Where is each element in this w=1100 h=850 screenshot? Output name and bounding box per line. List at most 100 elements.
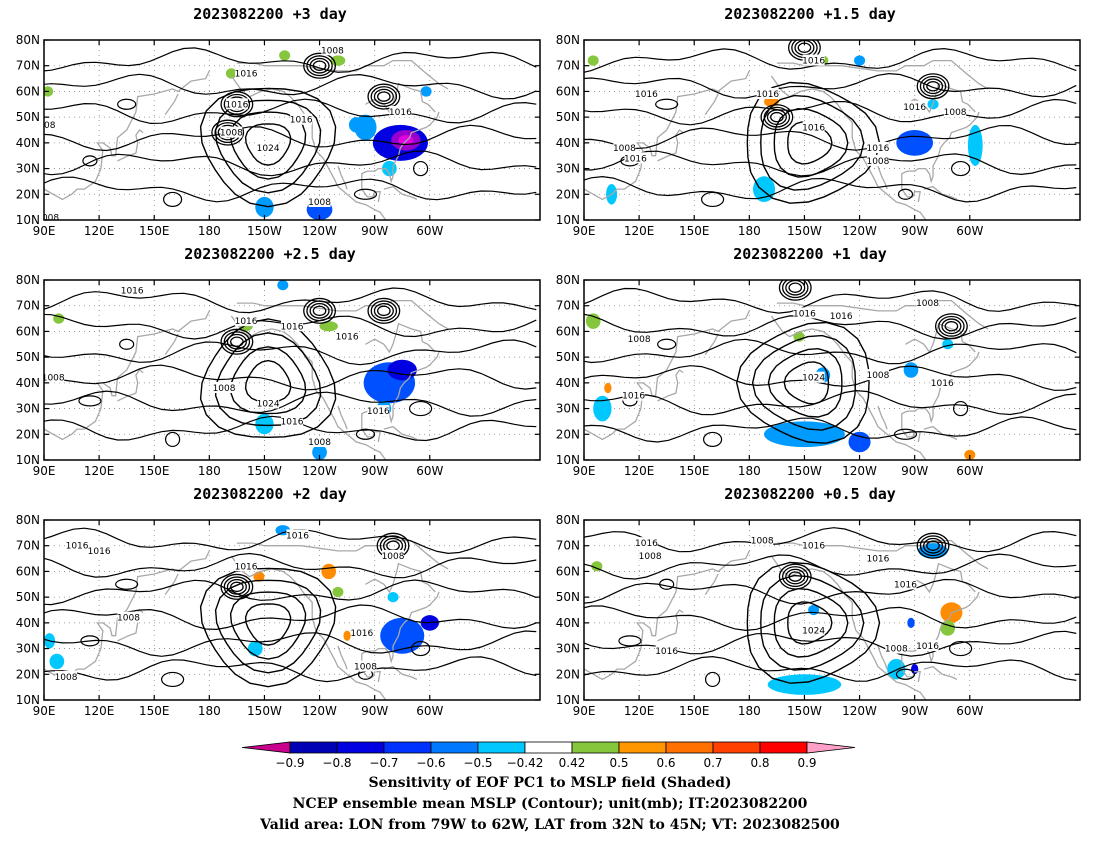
coastline (117, 369, 144, 402)
coastline (361, 111, 440, 184)
sensitivity-shade (343, 630, 351, 641)
mslp-contour (746, 81, 881, 204)
coastline (877, 645, 888, 670)
sensitivity-shade (903, 362, 919, 378)
sensitivity-shade (887, 658, 906, 680)
sensitivity-shade (312, 444, 327, 460)
sensitivity-shade (848, 431, 871, 453)
mslp-contour (584, 124, 1077, 151)
lat-tick-label: 20N (556, 427, 580, 441)
colorbar-bin (336, 741, 385, 754)
lon-tick-label: 120W (302, 224, 337, 238)
colorbar-label: 0.9 (797, 756, 816, 770)
panel-title: 2023082200 +1 day (733, 245, 887, 263)
mslp-contour (229, 591, 307, 660)
map-frame (583, 519, 1081, 701)
lon-tick-label: 150E (139, 224, 170, 238)
coastline (584, 550, 750, 681)
coastline (361, 591, 440, 664)
lon-tick-label: 150W (787, 464, 822, 478)
mslp-contour (584, 47, 1077, 73)
mslp-contour (44, 364, 537, 391)
lon-tick-label: 150W (247, 704, 282, 718)
coastline (704, 573, 719, 595)
sensitivity-shade (420, 86, 432, 97)
mslp-contour (584, 416, 1077, 443)
lat-tick-label: 20N (16, 667, 40, 681)
coastline (584, 70, 750, 201)
mslp-contour (44, 339, 537, 366)
contour-label: 1008 (639, 552, 662, 562)
lat-tick-label: 50N (556, 350, 580, 364)
mslp-contour (303, 52, 337, 79)
mslp-contour (787, 601, 833, 645)
contour-label: 1016 (624, 154, 647, 164)
mslp-contour (948, 640, 973, 657)
colorbar-bin (759, 741, 808, 754)
lat-tick-label: 10N (556, 213, 580, 227)
lon-tick-label: 120W (842, 224, 877, 238)
lon-tick-label: 60W (956, 224, 983, 238)
mslp-contour (353, 188, 378, 200)
lon-tick-label: 150E (139, 464, 170, 478)
mslp-contour (44, 73, 537, 100)
lon-tick-label: 150W (247, 464, 282, 478)
contour-label: 1016 (894, 580, 917, 590)
sensitivity-shade (330, 55, 346, 66)
lon-tick-label: 90W (901, 224, 928, 238)
lat-tick-label: 50N (556, 590, 580, 604)
mslp-contour (230, 581, 244, 593)
mslp-contour (115, 578, 139, 590)
mslp-contour (199, 318, 337, 439)
mslp-contour (952, 400, 969, 417)
coastline (236, 299, 449, 330)
mslp-contour (770, 111, 784, 123)
coastline (877, 405, 888, 430)
lat-tick-label: 80N (556, 273, 580, 287)
colorbar-label: 0.6 (656, 756, 675, 770)
coastline (337, 645, 348, 670)
mslp-contour (367, 83, 401, 110)
sensitivity-shade (767, 674, 842, 695)
mslp-contour (214, 99, 322, 194)
lon-tick-label: 180 (738, 464, 761, 478)
lon-tick-label: 180 (738, 704, 761, 718)
sensitivity-shade (279, 50, 291, 61)
contour-label: 1008 (33, 121, 56, 131)
contour-label: 1008 (613, 144, 636, 154)
mslp-contour (373, 303, 394, 319)
sensitivity-shade (319, 321, 338, 332)
lat-tick-label: 80N (16, 33, 40, 47)
contour-label: 1016 (916, 642, 939, 652)
sensitivity-shade (225, 68, 237, 79)
colorbar-bin (477, 741, 526, 754)
lon-tick-label: 180 (738, 224, 761, 238)
lon-tick-label: 90W (901, 704, 928, 718)
lon-tick-label: 150W (787, 704, 822, 718)
mslp-contour (80, 635, 100, 647)
mslp-contour (44, 98, 537, 125)
lon-tick-label: 150E (679, 464, 710, 478)
sensitivity-shade (940, 620, 956, 636)
mslp-contour (370, 300, 398, 322)
contour-label: 1016 (802, 123, 825, 133)
sensitivity-shade (604, 382, 612, 394)
mslp-contour (410, 640, 431, 657)
sensitivity-shade (49, 653, 65, 670)
coastline (776, 299, 989, 330)
coastline (704, 93, 719, 115)
coastline (365, 562, 436, 594)
sensitivity-shade (348, 117, 364, 133)
mslp-contour (309, 57, 330, 74)
contour-label: 1016 (235, 562, 258, 572)
lat-tick-label: 80N (16, 273, 40, 287)
panel-title: 2023082200 +2 day (193, 485, 347, 503)
lon-tick-label: 120W (842, 704, 877, 718)
colorbar-label: −0.6 (416, 756, 445, 770)
sensitivity-shade (387, 359, 417, 381)
lat-tick-label: 80N (16, 513, 40, 527)
lat-tick-label: 40N (16, 136, 40, 150)
sensitivity-shade (964, 449, 976, 460)
lat-tick-label: 60N (556, 84, 580, 98)
lat-tick-label: 40N (16, 376, 40, 390)
